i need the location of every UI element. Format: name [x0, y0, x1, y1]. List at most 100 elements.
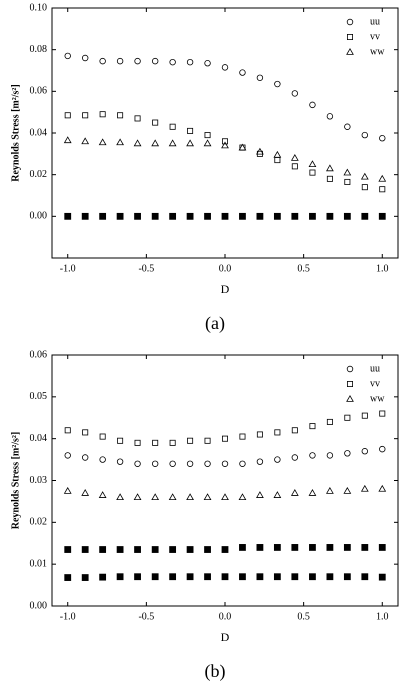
point — [326, 418, 333, 425]
point — [186, 139, 194, 147]
point — [361, 544, 369, 551]
point — [273, 212, 281, 220]
point — [309, 544, 316, 551]
point — [378, 544, 386, 551]
point — [326, 212, 334, 220]
point — [273, 544, 281, 551]
point — [291, 573, 299, 581]
plot-frame — [51, 7, 399, 259]
legend-marker — [346, 18, 354, 26]
point — [239, 573, 246, 581]
y-tick-label: 0.04 — [30, 433, 48, 444]
point — [204, 132, 211, 139]
point — [309, 452, 316, 459]
x-tick-label: 0.0 — [219, 263, 232, 274]
point — [273, 150, 282, 158]
point — [151, 57, 159, 65]
point — [169, 460, 176, 467]
point — [116, 493, 124, 501]
x-axis-label: D — [221, 630, 230, 644]
point — [256, 544, 264, 551]
point — [326, 573, 334, 581]
point — [343, 212, 351, 220]
point — [99, 57, 106, 65]
point — [64, 212, 72, 220]
point — [344, 450, 351, 457]
point — [187, 437, 194, 444]
point — [256, 573, 264, 581]
point — [291, 454, 299, 461]
point — [186, 493, 194, 501]
point — [239, 433, 246, 440]
point — [239, 460, 246, 467]
point — [64, 52, 71, 60]
point — [343, 486, 352, 494]
x-tick-label: -0.5 — [138, 611, 154, 622]
x-tick-label: 0.0 — [219, 611, 232, 622]
point — [204, 573, 211, 581]
point — [221, 493, 229, 501]
point — [98, 491, 107, 498]
point — [203, 493, 212, 501]
y-tick-label: 0.05 — [30, 391, 48, 402]
legend-label: uu — [370, 16, 380, 27]
x-tick-label: 0.5 — [297, 263, 310, 274]
point — [186, 546, 194, 553]
point — [326, 164, 334, 172]
point — [168, 139, 177, 147]
point — [133, 493, 142, 501]
point — [291, 427, 298, 434]
point — [116, 458, 124, 465]
point — [204, 212, 211, 220]
point — [133, 139, 142, 147]
point — [239, 212, 246, 220]
point — [221, 546, 229, 553]
point — [151, 460, 159, 467]
point — [186, 212, 194, 220]
point — [361, 448, 369, 455]
x-tick-label: 1.0 — [376, 263, 389, 274]
point — [204, 437, 211, 444]
point — [64, 452, 71, 459]
point — [238, 493, 247, 501]
y-tick-label: 0.00 — [30, 600, 48, 611]
point — [239, 544, 246, 551]
point — [81, 574, 89, 581]
point — [186, 573, 194, 581]
point — [309, 212, 316, 220]
point — [99, 111, 106, 118]
x-tick-label: 0.5 — [297, 611, 310, 622]
x-tick-label: -1.0 — [60, 611, 76, 622]
point — [343, 573, 351, 581]
point — [308, 160, 317, 168]
point — [99, 212, 107, 220]
point — [169, 212, 177, 220]
caption: (b) — [205, 661, 226, 682]
point — [81, 546, 89, 553]
x-tick-label: -1.0 — [60, 263, 76, 274]
point — [64, 427, 71, 434]
point — [291, 544, 299, 551]
point — [221, 460, 229, 467]
point — [116, 57, 124, 65]
point — [256, 212, 264, 220]
x-tick-label: -0.5 — [138, 263, 154, 274]
point — [221, 64, 229, 71]
point — [256, 491, 264, 498]
point — [186, 460, 194, 467]
point — [117, 112, 124, 119]
point — [82, 112, 89, 119]
point — [308, 489, 317, 496]
legend-marker — [346, 365, 354, 373]
point — [99, 456, 106, 463]
y-tick-label: 0.08 — [30, 44, 48, 55]
point — [326, 486, 334, 494]
point — [116, 546, 124, 553]
point — [186, 58, 194, 66]
point — [256, 458, 264, 465]
point — [116, 138, 124, 146]
point — [239, 69, 246, 76]
legend-label: uu — [370, 363, 380, 374]
point — [291, 212, 299, 220]
